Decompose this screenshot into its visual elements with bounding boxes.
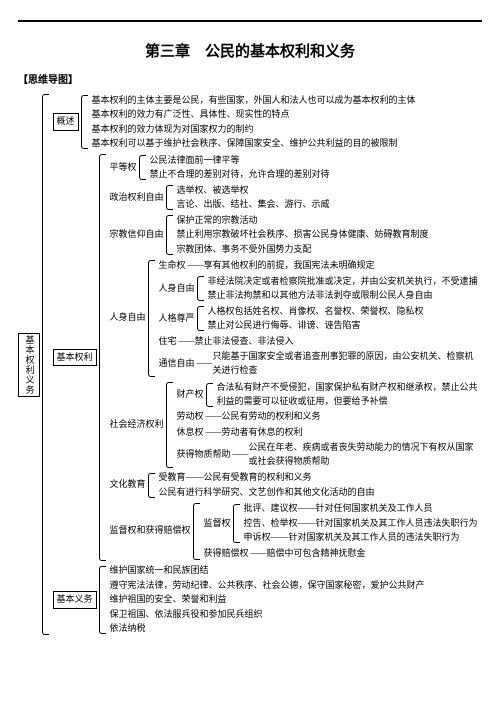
chapter-title: 第三章 公民的基本权利和义务 — [18, 40, 482, 61]
leaf-item: 遵守宪法法律，劳动纪律、公共秩序、社会公德，保守国家秘密，爱护公共财产 — [110, 578, 482, 593]
brace-icon — [139, 153, 147, 182]
brace-icon — [166, 213, 174, 257]
leaf-item: 禁止对公民进行侮辱、诽谤、诬告陷害 — [208, 319, 482, 334]
leaf-item: 维护祖国的安全、荣誉和利益 — [110, 593, 482, 608]
super-label: 监督权 — [204, 502, 233, 546]
equality-label: 平等权 — [110, 153, 139, 182]
comm-text: 只能基于国家安全或者追查刑事犯罪的原因，由公安机关、检察机关进行检查 — [197, 350, 482, 378]
compensate-text: 赔偿中可包含精神抚慰金 — [251, 546, 366, 561]
leaf-item: 宗教团体、事务不受外国势力支配 — [177, 242, 482, 257]
home-label: 住宅 — [159, 334, 179, 349]
leaf-item: 基本权利的效力有广泛性、具体性、现实性的特点 — [92, 108, 482, 123]
brace-icon — [197, 274, 205, 303]
aid-text: 公民在年老、疾病或者丧失劳动能力的情况下有权从国家或社会获得物质帮助 — [233, 441, 482, 469]
life-text: 享有其他权利的前提，我国宪法未明确规定 — [188, 259, 375, 274]
leaf-item: 依法纳税 — [110, 622, 482, 637]
brace-icon — [42, 92, 50, 637]
leaf-item: 控告、检举权——针对国家机关及其工作人员违法失职行为 — [244, 516, 482, 531]
personal-label: 人身自由 — [110, 258, 148, 379]
leaf-item: 禁止不合理的差别对待，允许合理的差别对待 — [150, 168, 482, 183]
leaf-item: 选举权、被选举权 — [177, 183, 482, 198]
leaf-item: 合法私有财产不受侵犯，国家保护私有财产权和继承权，禁止公共利益的需要可以征收或征… — [217, 381, 482, 409]
rest-label: 休息权 — [177, 425, 206, 440]
rights-label: 基本权利 — [53, 152, 99, 563]
leaf-item: 言论、出版、结社、集会、游行、示威 — [177, 198, 482, 213]
supervise-label: 监督权和获得赔偿权 — [110, 501, 193, 562]
leaf-item: 基本权利可以基于维护社会秩序、保障国家安全、维护公共利益的目的被限制 — [92, 137, 482, 152]
leaf-item: 人格权包括姓名权、肖像权、名誉权、荣誉权、隐私权 — [208, 304, 482, 319]
brace-icon — [206, 381, 214, 409]
brace-icon — [81, 93, 89, 151]
leaf-item: 禁止非法拘禁和以其他方法非法剥夺或限制公民人身自由 — [208, 289, 482, 304]
leaf-item: 批评、建议权——针对任何国家机关及工作人员 — [244, 502, 482, 517]
overview-label: 概述 — [53, 93, 81, 151]
mindmap-tree: 基本权利义务 概述 基本权利的主体主要是公民，有些国家，外国人和法人也可以成为基… — [18, 92, 482, 637]
leaf-item: 申诉权——针对国家机关及其工作人员的违法失职行为 — [244, 531, 482, 546]
brace-icon — [197, 304, 205, 333]
root-label: 基本权利义务 — [18, 92, 42, 637]
leaf-item: 公民法律面前一律平等 — [150, 153, 482, 168]
religion-label: 宗教信仰自由 — [110, 213, 166, 257]
section-subtitle: 【思维导图】 — [18, 71, 482, 86]
brace-icon — [99, 152, 107, 563]
life-label: 生命权 — [159, 259, 188, 274]
brace-icon — [166, 183, 174, 212]
leaf-item: 公民有进行科学研究、文艺创作和其他文化活动的自由 — [159, 485, 482, 500]
leaf-item: 禁止利用宗教破坏社会秩序、损害公民身体健康、妨碍教育制度 — [177, 228, 482, 243]
property-label: 财产权 — [177, 381, 206, 409]
political-label: 政治权利自由 — [110, 183, 166, 212]
leaf-item: 基本权利的主体主要是公民，有些国家，外国人和法人也可以成为基本权利的主体 — [92, 93, 482, 108]
leaf-item: 非经法院决定或者检察院批准或决定，并由公安机关执行，不受逮捕 — [208, 274, 482, 289]
labor-label: 劳动权 — [177, 410, 206, 425]
aid-label: 获得物质帮助 — [177, 441, 233, 469]
brace-icon — [148, 258, 156, 379]
leaf-item: 基本权利的效力体现为对国家权力的制约 — [92, 122, 482, 137]
leaf-item: 维护国家统一和民族团结 — [110, 564, 482, 579]
rest-text: 劳动者有休息的权利 — [206, 425, 303, 440]
socioecon-label: 社会经济权利 — [110, 380, 166, 470]
leaf-item: 受教育——公民有受教育的权利和义务 — [159, 471, 482, 486]
brace-icon — [99, 564, 107, 637]
home-text: 禁止非法侵查、非法侵入 — [179, 334, 294, 349]
brace-icon — [166, 380, 174, 470]
brace-icon — [193, 501, 201, 562]
top-rule — [18, 20, 482, 22]
brace-icon — [233, 502, 241, 546]
compensate-label: 获得赔偿权 — [204, 546, 251, 561]
body-label: 人身自由 — [159, 274, 197, 303]
labor-text: 公民有劳动的权利和义务 — [206, 410, 321, 425]
duties-label: 基本义务 — [53, 564, 99, 637]
brace-icon — [148, 471, 156, 500]
comm-label: 通信自由 — [159, 350, 197, 378]
culture-label: 文化教育 — [110, 471, 148, 500]
dignity-label: 人格尊严 — [159, 304, 197, 333]
leaf-item: 保护正常的宗教活动 — [177, 213, 482, 228]
leaf-item: 保卫祖国、依法服兵役和参加民兵组织 — [110, 607, 482, 622]
